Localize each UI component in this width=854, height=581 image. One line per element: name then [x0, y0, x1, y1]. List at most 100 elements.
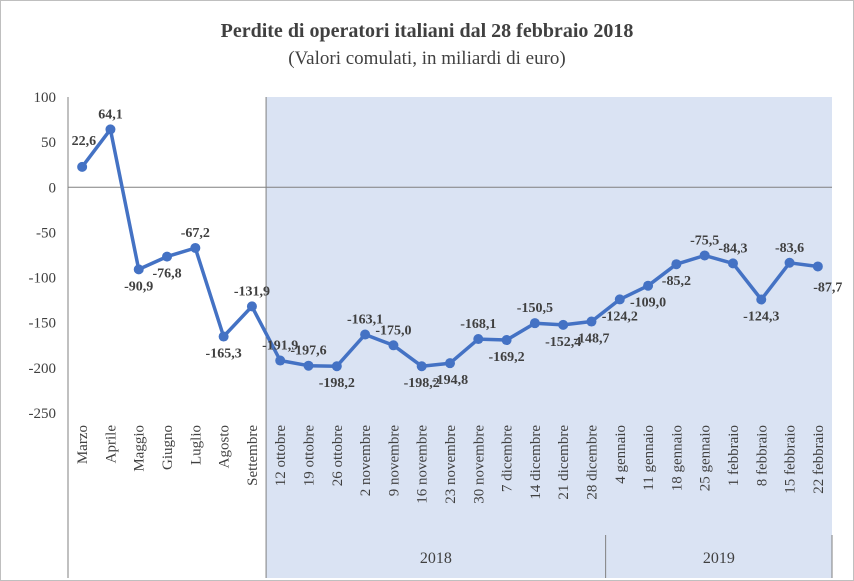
- x-tick-label: 25 gennaio: [698, 425, 714, 491]
- data-label: -87,7: [813, 280, 842, 295]
- data-point: [558, 319, 569, 330]
- x-tick-label: 16 novembre: [415, 425, 431, 504]
- y-tick-label: -150: [29, 316, 57, 332]
- data-label: -191,9: [262, 339, 298, 354]
- x-tick-label: 26 ottobre: [330, 425, 346, 487]
- x-tick-label: Maggio: [132, 425, 148, 472]
- x-tick-label: Aprile: [103, 425, 119, 464]
- y-tick-label: 50: [41, 135, 56, 151]
- data-label: -198,2: [319, 376, 355, 391]
- data-point: [756, 294, 767, 305]
- axes: [67, 97, 833, 578]
- data-label: 64,1: [98, 107, 123, 122]
- data-point: [190, 242, 201, 253]
- x-tick-label: 9 novembre: [386, 425, 402, 497]
- year-label: 2018: [420, 550, 452, 567]
- data-point: [445, 358, 455, 369]
- data-point: [133, 264, 144, 275]
- data-label: -76,8: [152, 267, 181, 282]
- data-label: -165,3: [206, 347, 242, 362]
- data-label: -75,5: [690, 233, 719, 248]
- data-point: [812, 261, 823, 272]
- data-point: [246, 301, 257, 312]
- x-tick-label: Giugno: [160, 425, 176, 470]
- data-point: [105, 124, 116, 135]
- y-tick-label: -200: [29, 361, 57, 377]
- data-label: -124,3: [743, 310, 779, 325]
- data-point: [303, 360, 314, 371]
- y-tick-label: -100: [29, 271, 57, 287]
- x-tick-label: 7 dicembre: [500, 425, 516, 492]
- data-point: [331, 361, 342, 372]
- data-label: -90,9: [124, 279, 153, 294]
- data-point: [388, 340, 399, 351]
- data-label: -150,5: [517, 301, 553, 316]
- x-axis-labels: Marzo Aprile Maggio Giugno Luglio Agosto Sette…: [75, 425, 827, 504]
- data-label: -67,2: [181, 226, 210, 241]
- x-tick-label: Luglio: [188, 425, 204, 465]
- data-label: -198,2: [404, 376, 440, 391]
- data-point: [360, 329, 371, 340]
- data-label: -194,8: [432, 373, 468, 388]
- x-tick-label: 12 ottobre: [273, 425, 289, 487]
- x-tick-label: 28 dicembre: [584, 425, 600, 500]
- x-tick-label: 15 febbraio: [783, 425, 799, 494]
- data-point: [218, 331, 229, 342]
- x-tick-label: 4 gennaio: [613, 425, 629, 484]
- x-tick-label: 2 novembre: [358, 425, 374, 497]
- x-tick-label: 18 gennaio: [669, 425, 685, 491]
- data-point: [784, 257, 795, 268]
- data-points: [77, 124, 823, 372]
- x-tick-label: Agosto: [217, 425, 233, 468]
- x-tick-label: 30 novembre: [471, 425, 487, 504]
- x-tick-label: Settembre: [245, 425, 261, 486]
- data-label: -84,3: [718, 241, 747, 256]
- data-label: -85,2: [662, 274, 691, 289]
- y-tick-label: 0: [49, 180, 57, 196]
- chart-title: Perdite di operatori italiani dal 28 feb…: [220, 20, 634, 42]
- year-label: 2019: [703, 550, 735, 567]
- x-tick-label: 11 gennaio: [641, 425, 657, 491]
- data-label: -152,4: [545, 335, 581, 350]
- data-label: -148,7: [573, 332, 609, 347]
- data-label: -169,2: [489, 350, 525, 365]
- data-label: -168,1: [460, 317, 496, 332]
- data-point: [614, 294, 625, 305]
- data-label: -124,2: [602, 309, 638, 324]
- x-tick-label: Marzo: [75, 425, 91, 464]
- y-tick-label: 100: [34, 90, 57, 106]
- data-point: [77, 161, 88, 172]
- data-point: [671, 259, 682, 270]
- y-tick-label: -250: [29, 406, 57, 422]
- x-tick-label: 23 novembre: [443, 425, 459, 504]
- data-label: -109,0: [630, 296, 666, 311]
- data-label: -175,0: [375, 323, 411, 338]
- data-label: -83,6: [775, 241, 804, 256]
- data-point: [162, 251, 173, 262]
- data-point: [275, 355, 286, 366]
- year-groups: 2018 2019: [420, 550, 735, 567]
- x-tick-label: 8 febbraio: [754, 425, 770, 486]
- data-point: [699, 250, 710, 261]
- chart-subtitle: (Valori comulati, in miliardi di euro): [288, 48, 566, 69]
- x-tick-label: 1 febbraio: [726, 425, 742, 486]
- x-tick-label: 22 febbraio: [811, 425, 827, 494]
- data-point: [416, 361, 427, 372]
- data-point: [586, 316, 597, 327]
- x-tick-label: 19 ottobre: [302, 425, 318, 487]
- y-axis: 100 50 0 -50 -100 -150 -200 -250: [29, 90, 57, 422]
- data-point: [643, 280, 654, 291]
- data-label: 22,6: [72, 134, 97, 149]
- x-tick-label: 21 dicembre: [556, 425, 572, 500]
- data-point: [529, 318, 540, 329]
- data-point: [501, 335, 512, 346]
- data-label: -163,1: [347, 313, 383, 328]
- data-label: -131,9: [234, 284, 270, 299]
- data-labels: 22,664,1 -90,9-76,8 -67,2 -165,3 -131,9 -191,…: [72, 107, 843, 391]
- data-label: -197,6: [290, 344, 326, 359]
- x-tick-label: 14 dicembre: [528, 425, 544, 500]
- data-point: [473, 334, 484, 345]
- y-tick-label: -50: [36, 225, 56, 241]
- data-point: [727, 258, 738, 269]
